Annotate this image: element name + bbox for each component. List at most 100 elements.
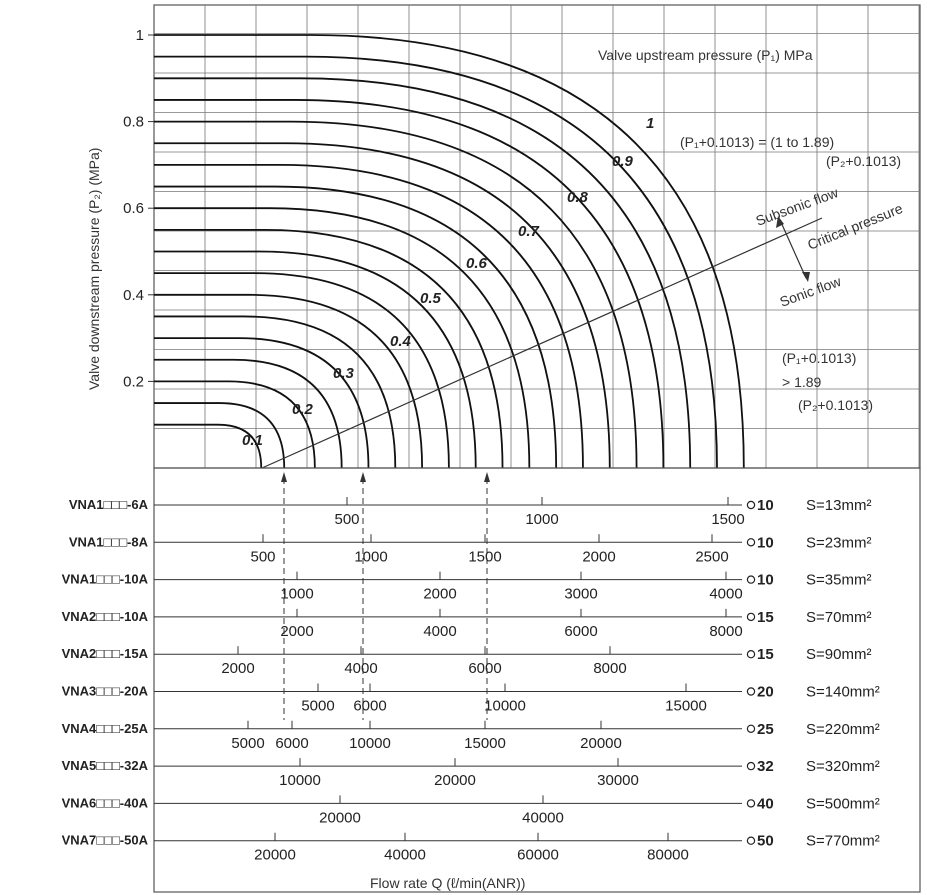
curve-label: 1 bbox=[646, 115, 654, 132]
y-tick-label: 0.8 bbox=[123, 114, 144, 131]
area-value: S=90mm² bbox=[806, 646, 871, 663]
scale-tick-label: 2000 bbox=[423, 586, 456, 603]
arrow-down-head-icon bbox=[802, 272, 810, 282]
pressure-curve bbox=[154, 120, 638, 469]
model-label: VNA1□□□-8A bbox=[69, 534, 149, 549]
y-tick-label: 0.6 bbox=[123, 200, 144, 217]
pressure-curve bbox=[154, 77, 692, 469]
pressure-curve bbox=[154, 228, 504, 469]
pressure-curves bbox=[154, 34, 745, 469]
curve-label: 0.5 bbox=[420, 290, 442, 307]
scale-tick-label: 10000 bbox=[279, 772, 321, 789]
curve-label: 0.1 bbox=[242, 432, 263, 449]
pressure-curve bbox=[154, 315, 397, 469]
diameter-value: 15 bbox=[757, 646, 774, 663]
scale-tick-label: 6000 bbox=[353, 698, 386, 715]
scale-tick-label: 6000 bbox=[564, 623, 597, 640]
pressure-curve bbox=[154, 142, 611, 469]
curve-label: 0.6 bbox=[466, 255, 488, 272]
curve-labels: 0.1 0.2 0.3 0.4 0.5 0.6 0.7 0.8 0.9 1 bbox=[242, 115, 654, 449]
scale-tick-label: 6000 bbox=[275, 735, 308, 752]
reference-dashed-lines bbox=[281, 472, 490, 720]
curve-label: 0.4 bbox=[390, 333, 412, 350]
diameter-value: 25 bbox=[757, 721, 774, 738]
arrow-up-icon bbox=[484, 472, 490, 482]
area-value: S=220mm² bbox=[806, 721, 880, 738]
sonic-gt-label: > 1.89 bbox=[782, 374, 822, 390]
pressure-curve bbox=[154, 402, 286, 469]
model-label: VNA7□□□-50A bbox=[62, 833, 149, 848]
scale-tick-label: 6000 bbox=[468, 660, 501, 677]
scale-tick-label: 10000 bbox=[349, 735, 391, 752]
model-label: VNA1□□□-10A bbox=[62, 572, 149, 587]
pressure-curve bbox=[154, 358, 343, 469]
scale-tick-label: 4000 bbox=[344, 660, 377, 677]
pressure-curve bbox=[154, 250, 477, 469]
critical-pressure-line bbox=[261, 217, 823, 469]
diameter-icon bbox=[746, 687, 756, 696]
diameter-icon bbox=[746, 612, 756, 622]
diameter-icon bbox=[746, 761, 756, 771]
scale-tick-label: 40000 bbox=[522, 809, 564, 826]
diameter-value: 10 bbox=[757, 572, 774, 589]
diameter-icon bbox=[746, 836, 756, 845]
scale-tick-label: 5000 bbox=[301, 698, 334, 715]
y-tick-label: 0.4 bbox=[123, 287, 144, 304]
chart-grid bbox=[153, 4, 921, 469]
curve-label: 0.7 bbox=[518, 223, 540, 240]
model-scales: VNA1□□□-6A 10 S=13mm² 500 1000 1500 VNA1□□□-8A… bbox=[62, 467, 921, 893]
area-value: S=320mm² bbox=[806, 758, 880, 775]
scale-tick-label: 20000 bbox=[319, 809, 361, 826]
critical-pressure-label: Critical pressure bbox=[805, 200, 905, 253]
pressure-curve bbox=[154, 99, 665, 469]
y-axis: 1 0.8 0.6 0.4 0.2 bbox=[123, 27, 154, 390]
pressure-curve bbox=[154, 164, 584, 469]
subsonic-flow-label: Subsonic flow bbox=[754, 184, 841, 229]
pressure-curve bbox=[154, 337, 370, 469]
scale-tick-label: 80000 bbox=[647, 847, 689, 864]
scale-tick-label: 1000 bbox=[525, 511, 558, 528]
pressure-curve bbox=[154, 293, 423, 469]
scale-tick-label: 4000 bbox=[423, 623, 456, 640]
scale-tick-label: 40000 bbox=[384, 847, 426, 864]
scale-tick-label: 1000 bbox=[280, 586, 313, 603]
subsonic-denominator-label: (P₂+0.1013) bbox=[826, 153, 901, 169]
diameter-value: 15 bbox=[757, 609, 774, 626]
scales-border bbox=[153, 467, 921, 893]
area-value: S=770mm² bbox=[806, 833, 880, 850]
scale-tick-label: 60000 bbox=[517, 847, 559, 864]
y-axis-title: Valve downstream pressure (P₂) (MPa) bbox=[86, 148, 102, 390]
area-value: S=35mm² bbox=[806, 572, 871, 589]
diameter-value: 10 bbox=[757, 497, 774, 514]
arrow-up-icon bbox=[281, 472, 287, 482]
model-label: VNA2□□□-10A bbox=[62, 609, 149, 624]
area-value: S=23mm² bbox=[806, 534, 871, 551]
diameter-icon bbox=[746, 500, 756, 510]
scale-tick-label: 20000 bbox=[254, 847, 296, 864]
arrow-up-icon bbox=[360, 472, 366, 482]
scale-tick-label: 20000 bbox=[580, 735, 622, 752]
sonic-flow-label: Sonic flow bbox=[778, 273, 844, 310]
scale-tick-label: 20000 bbox=[434, 772, 476, 789]
y-tick-label: 1 bbox=[136, 27, 144, 44]
scale-tick-label: 1500 bbox=[468, 548, 501, 565]
y-tick-label: 0.2 bbox=[123, 373, 144, 390]
diameter-icon bbox=[746, 799, 756, 808]
arrow-up-head-icon bbox=[776, 216, 784, 228]
model-label: VNA2□□□-15A bbox=[62, 646, 149, 661]
diameter-value: 32 bbox=[757, 758, 774, 775]
area-value: S=500mm² bbox=[806, 795, 880, 812]
scale-tick-label: 1500 bbox=[711, 511, 744, 528]
model-label: VNA5□□□-32A bbox=[62, 758, 149, 773]
scale-tick-label: 3000 bbox=[564, 586, 597, 603]
scale-tick-label: 500 bbox=[334, 511, 359, 528]
model-label: VNA4□□□-25A bbox=[62, 721, 149, 736]
scale-tick-label: 5000 bbox=[231, 735, 264, 752]
area-value: S=140mm² bbox=[806, 684, 880, 701]
model-label: VNA6□□□-40A bbox=[62, 795, 149, 810]
scale-tick-label: 2000 bbox=[221, 660, 254, 677]
pressure-curve bbox=[154, 55, 718, 469]
area-value: S=13mm² bbox=[806, 497, 871, 514]
scale-tick-label: 30000 bbox=[597, 772, 639, 789]
